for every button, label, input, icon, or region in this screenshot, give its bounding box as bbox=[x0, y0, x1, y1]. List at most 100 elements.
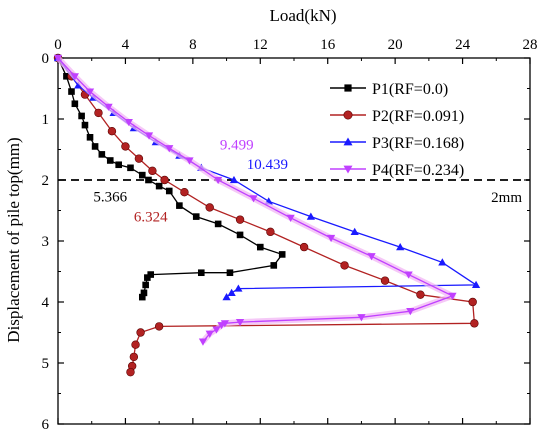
y-tick-label: 1 bbox=[42, 112, 50, 128]
data-point bbox=[306, 212, 315, 220]
data-point bbox=[343, 165, 353, 174]
legend: P1(RF=0.0) P2(RF=0.091) P3(RF=0.168) P4(RF=… bbox=[330, 81, 464, 179]
reference-line-label: 2mm bbox=[491, 190, 522, 206]
value-annotation: 10.439 bbox=[247, 157, 288, 173]
y-axis-title: Displacement of pile top(mm) bbox=[4, 137, 23, 342]
data-point bbox=[236, 231, 244, 239]
data-point bbox=[343, 137, 353, 146]
x-tick-label: 0 bbox=[54, 37, 62, 53]
data-point bbox=[367, 253, 376, 261]
data-point bbox=[278, 251, 286, 258]
data-point bbox=[63, 73, 70, 80]
data-point bbox=[217, 322, 226, 330]
data-point bbox=[140, 289, 148, 297]
data-point bbox=[226, 269, 234, 277]
data-point bbox=[131, 340, 140, 349]
data-point bbox=[192, 213, 200, 220]
data-point bbox=[235, 319, 245, 327]
y-tick-label: 4 bbox=[42, 295, 50, 311]
data-point bbox=[234, 284, 243, 292]
x-axis-title: Load(kN) bbox=[269, 6, 336, 25]
y-tick-label: 0 bbox=[42, 51, 50, 67]
data-point bbox=[438, 258, 447, 266]
data-point bbox=[350, 227, 359, 235]
data-point bbox=[344, 84, 352, 92]
data-point bbox=[53, 54, 63, 63]
data-point bbox=[286, 214, 295, 222]
data-point bbox=[147, 271, 155, 278]
legend-label: P3(RF=0.168) bbox=[372, 135, 464, 152]
data-point bbox=[129, 352, 139, 362]
data-point bbox=[70, 73, 79, 81]
data-point bbox=[256, 243, 264, 251]
data-point bbox=[98, 151, 106, 158]
data-point bbox=[115, 161, 122, 169]
data-point bbox=[104, 103, 113, 111]
x-tick-label: 16 bbox=[320, 37, 336, 53]
data-point bbox=[416, 290, 425, 299]
data-point bbox=[107, 126, 117, 136]
legend-item: P3(RF=0.168) bbox=[330, 135, 464, 152]
x-tick-label: 24 bbox=[455, 37, 471, 53]
data-point bbox=[468, 297, 477, 307]
value-annotation: 5.366 bbox=[93, 189, 127, 205]
data-point bbox=[180, 188, 189, 197]
data-point bbox=[106, 157, 114, 164]
data-point bbox=[144, 132, 154, 140]
data-point bbox=[165, 145, 174, 153]
data-point bbox=[94, 108, 103, 118]
data-point bbox=[471, 280, 481, 289]
data-point bbox=[396, 242, 405, 251]
data-point bbox=[86, 134, 94, 141]
series-4 bbox=[53, 54, 457, 346]
data-point bbox=[144, 274, 151, 281]
data-point bbox=[148, 166, 157, 176]
data-point bbox=[71, 100, 79, 108]
data-point bbox=[165, 187, 173, 195]
data-point bbox=[343, 110, 353, 120]
data-point bbox=[235, 215, 245, 224]
data-point bbox=[404, 271, 413, 279]
data-point bbox=[185, 157, 194, 165]
value-annotation: 9.499 bbox=[220, 138, 254, 154]
data-point bbox=[124, 118, 133, 127]
y-tick-label: 2 bbox=[42, 173, 50, 189]
x-tick-label: 8 bbox=[189, 37, 197, 53]
data-point bbox=[134, 154, 144, 163]
data-point bbox=[197, 269, 205, 277]
x-tick-label: 4 bbox=[122, 37, 130, 53]
y-tick-label: 3 bbox=[42, 234, 50, 250]
x-tick-label: 28 bbox=[523, 37, 538, 53]
data-point bbox=[214, 176, 223, 185]
series-1 bbox=[54, 54, 286, 301]
legend-item: P2(RF=0.091) bbox=[330, 108, 464, 125]
series-layer bbox=[53, 53, 481, 377]
data-point bbox=[81, 121, 89, 129]
data-point bbox=[406, 308, 415, 316]
data-point bbox=[138, 171, 146, 179]
data-point bbox=[127, 164, 134, 172]
data-point bbox=[227, 288, 236, 296]
data-point bbox=[340, 261, 349, 270]
data-point bbox=[74, 81, 83, 89]
data-point bbox=[212, 326, 221, 334]
data-point bbox=[214, 220, 222, 228]
data-point bbox=[220, 320, 230, 328]
y-tick-label: 6 bbox=[42, 417, 50, 433]
x-axis: 0 4 8 12 16 20 24 28 bbox=[54, 37, 538, 424]
data-point bbox=[222, 292, 231, 301]
data-point bbox=[121, 142, 130, 151]
data-point bbox=[91, 143, 99, 150]
legend-item: P1(RF=0.0) bbox=[330, 81, 448, 98]
data-point bbox=[142, 281, 149, 289]
data-point bbox=[160, 175, 169, 185]
data-point bbox=[299, 242, 309, 252]
data-point bbox=[326, 234, 336, 243]
legend-label: P1(RF=0.0) bbox=[372, 81, 448, 98]
data-point bbox=[68, 88, 75, 95]
series-2 bbox=[53, 53, 479, 377]
x-tick-label: 20 bbox=[388, 37, 403, 53]
data-point bbox=[138, 293, 146, 301]
x-tick-label: 12 bbox=[253, 37, 268, 53]
